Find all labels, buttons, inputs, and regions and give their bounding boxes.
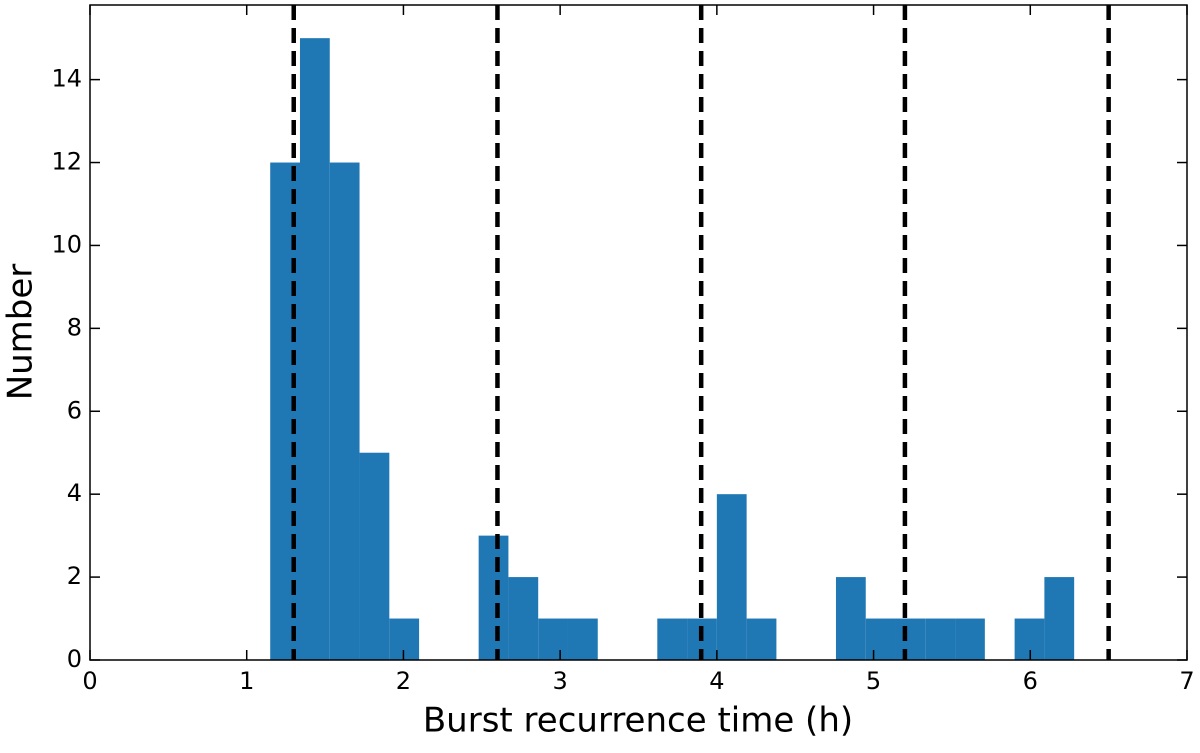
bar [299, 38, 330, 661]
x-tick-label: 4 [709, 667, 724, 695]
x-axis-label: Burst recurrence time (h) [423, 701, 853, 741]
bar [716, 494, 747, 660]
x-tick-label: 0 [82, 667, 97, 695]
bar [895, 618, 926, 660]
bar [955, 618, 985, 660]
bar [359, 452, 390, 660]
x-tick-label: 7 [1179, 667, 1194, 695]
bar [389, 618, 420, 660]
y-axis-label: Number [1, 264, 41, 401]
y-tick-label: 6 [67, 396, 82, 424]
bar [657, 618, 688, 660]
x-tick-label: 5 [866, 667, 881, 695]
bar [865, 618, 896, 660]
bar [746, 618, 777, 660]
bar [1014, 618, 1045, 660]
bar [508, 577, 539, 660]
bar [1044, 577, 1075, 660]
y-tick-label: 2 [67, 562, 82, 590]
x-tick-label: 1 [239, 667, 254, 695]
y-tick-label: 0 [67, 645, 82, 673]
y-tick-label: 4 [67, 479, 82, 507]
x-tick-label: 3 [553, 667, 568, 695]
plot-frame [89, 4, 1188, 661]
x-tick-label: 6 [1023, 667, 1038, 695]
bar [538, 618, 568, 660]
y-tick-label: 8 [67, 313, 82, 341]
bar [835, 577, 866, 660]
bar [329, 162, 360, 660]
y-tick-label: 12 [51, 148, 82, 176]
y-tick-label: 10 [51, 230, 82, 258]
bar [925, 618, 956, 660]
y-tick-label: 14 [51, 65, 82, 93]
x-tick-label: 2 [396, 667, 411, 695]
bar [567, 618, 598, 660]
bar [478, 535, 509, 660]
